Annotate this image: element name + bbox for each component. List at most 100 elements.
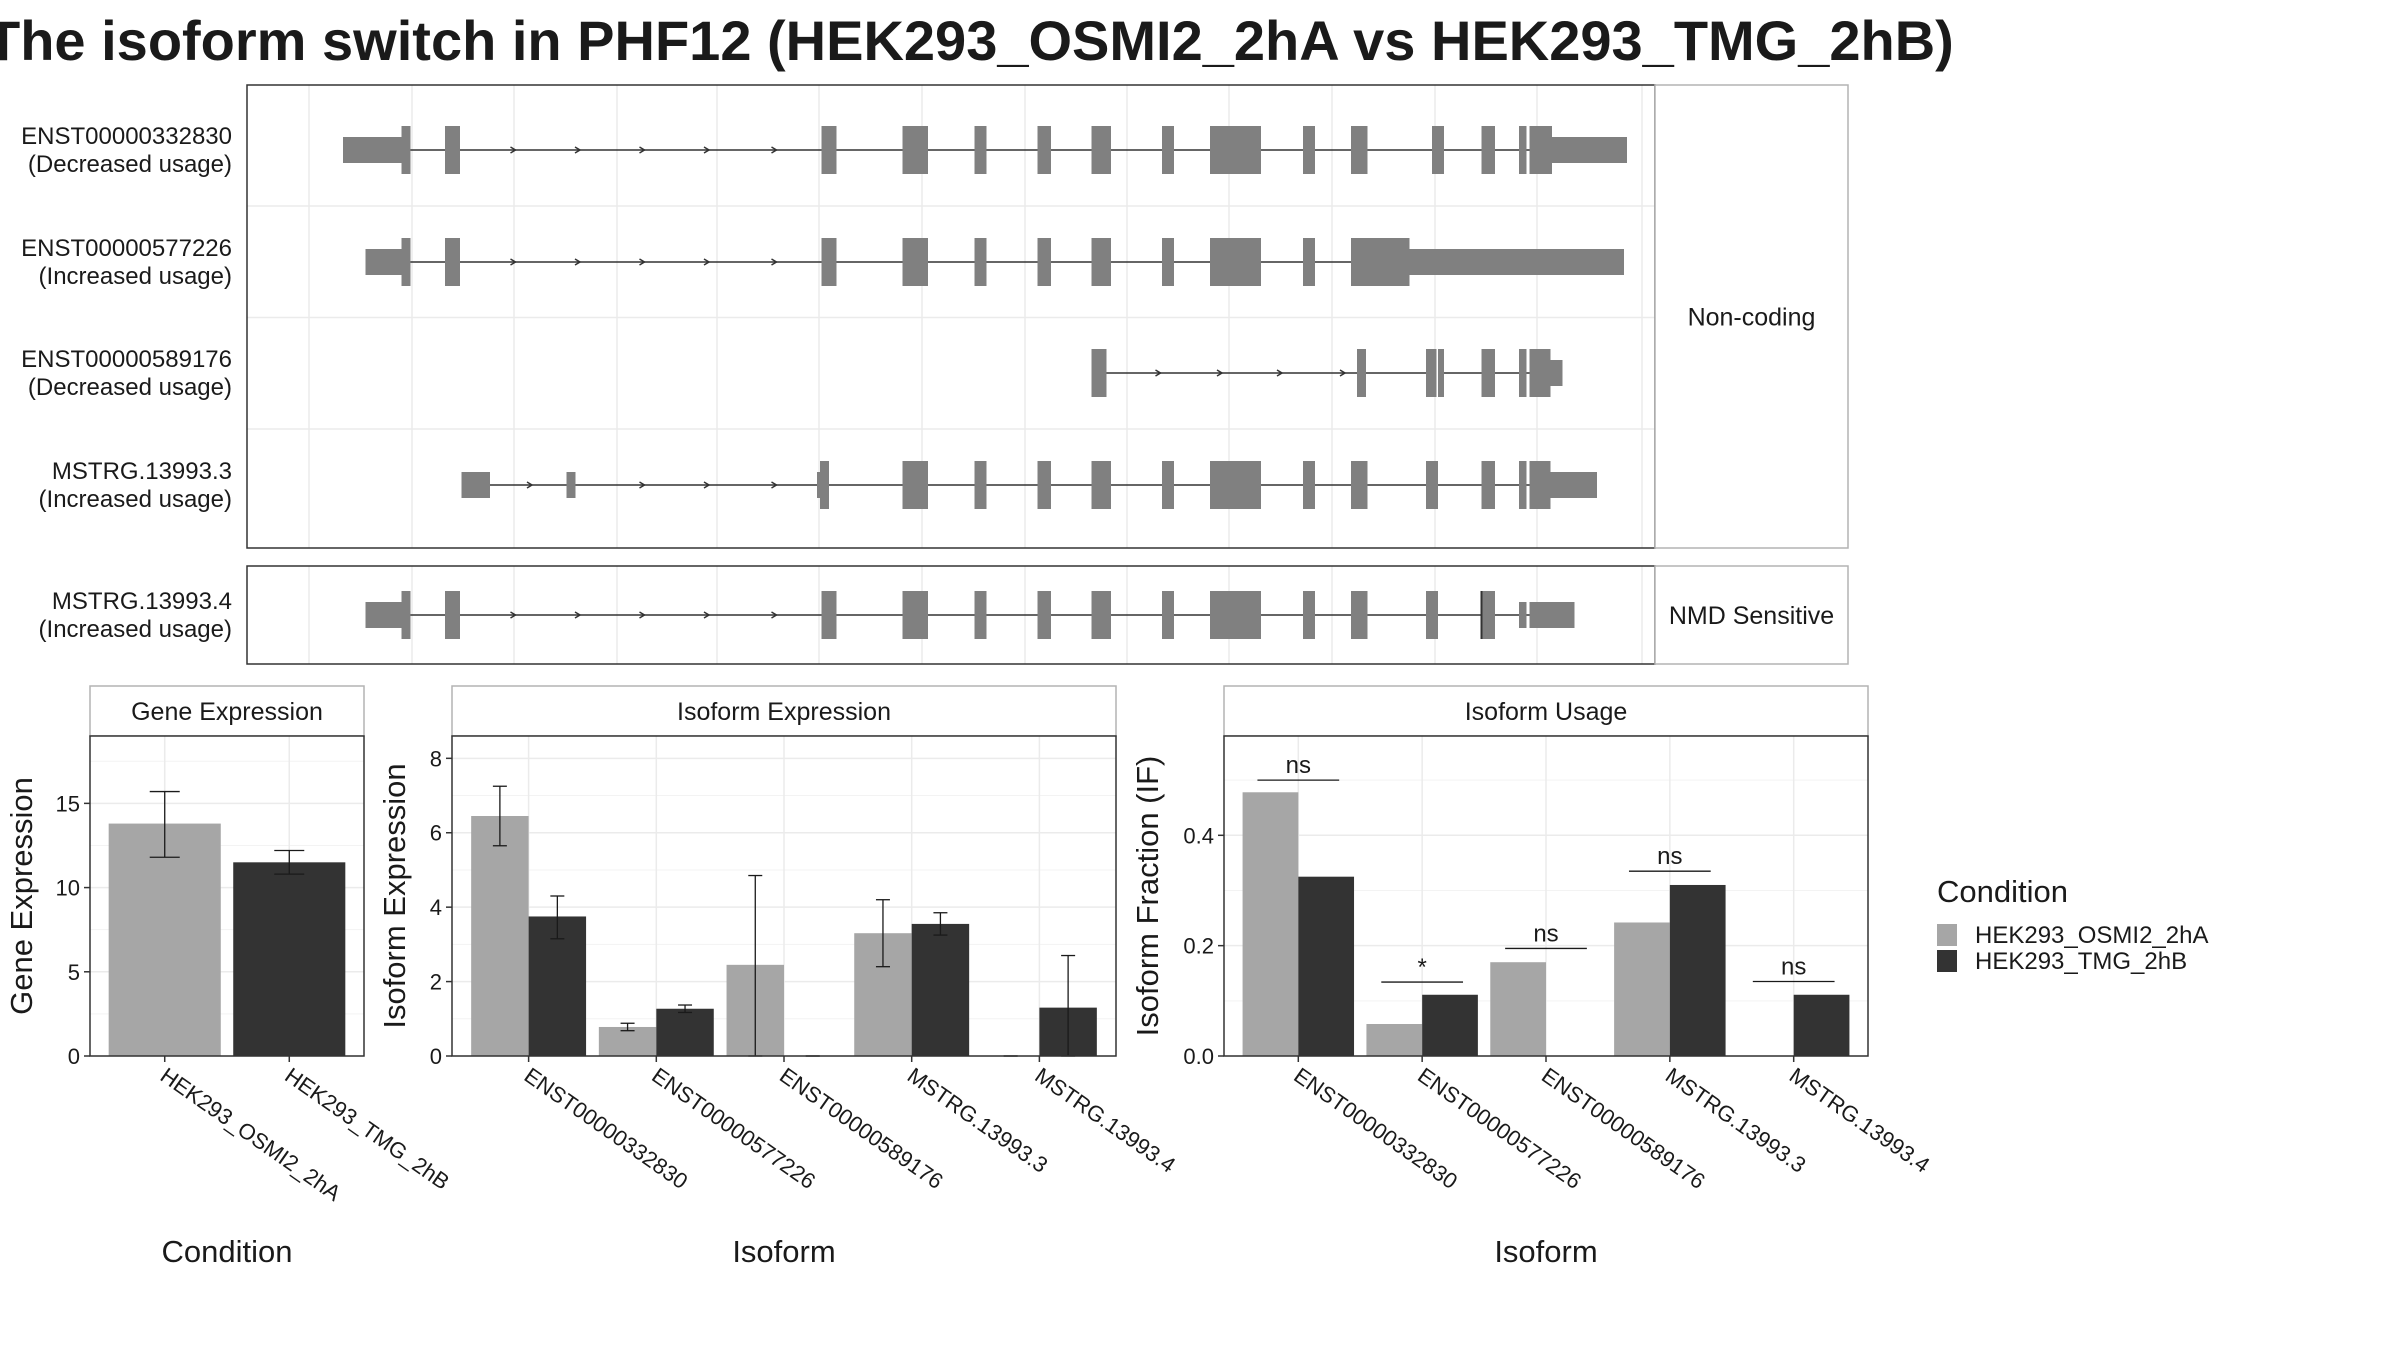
coding-exon (974, 126, 987, 174)
strand-arrow (1339, 369, 1347, 377)
coding-exon (1519, 461, 1527, 509)
coding-exon (1351, 591, 1368, 639)
coding-exon (902, 461, 928, 509)
transcript-row: ENST00000577226(Increased usage) (21, 235, 1624, 290)
transcript-row: ENST00000332830(Decreased usage) (21, 123, 1627, 178)
coding-exon (1351, 461, 1368, 509)
utr-exon (1529, 602, 1575, 628)
coding-exon (902, 126, 928, 174)
coding-exon (1351, 126, 1368, 174)
y-tick-label: 6 (430, 821, 442, 846)
coding-exon (1091, 349, 1107, 397)
strand-arrow (526, 481, 534, 489)
utr-exon (1409, 249, 1624, 275)
strand-arrow (771, 611, 778, 619)
y-axis-title: Isoform Expression (377, 763, 412, 1028)
transcript-group: ENST00000332830(Decreased usage)ENST0000… (21, 84, 1849, 549)
strand-arrow (771, 146, 778, 154)
significance-label: * (1417, 954, 1426, 981)
coding-exon (1481, 126, 1495, 174)
transcript-id: ENST00000589176 (21, 346, 232, 373)
transcript-row: ENST00000589176(Decreased usage) (21, 346, 1563, 401)
transcript-id: ENST00000332830 (21, 123, 232, 150)
bar (1669, 884, 1726, 1056)
transcript-id: MSTRG.13993.3 (52, 458, 232, 485)
bar (1422, 994, 1478, 1056)
bar (471, 816, 529, 1056)
utr-exon (817, 472, 820, 498)
strand-arrow (510, 146, 517, 154)
coding-exon (1438, 349, 1444, 397)
strand-arrow (510, 258, 517, 266)
coding-exon (1519, 349, 1527, 397)
coding-exon (1162, 591, 1174, 639)
strand-arrow (574, 258, 582, 266)
utr-exon (1552, 137, 1627, 163)
coding-exon (1091, 126, 1111, 174)
strand-arrow (639, 146, 646, 154)
coding-exon (401, 126, 411, 174)
transcript-status: (Increased usage) (39, 616, 232, 643)
coding-exon (1432, 126, 1444, 174)
coding-exon (820, 461, 829, 509)
transcript-id: MSTRG.13993.4 (52, 588, 232, 615)
y-axis-title: Gene Expression (4, 777, 39, 1015)
coding-exon (1519, 126, 1527, 174)
coding-exon (821, 238, 837, 286)
strand-arrow (771, 481, 778, 489)
x-axis-title: Isoform (1494, 1234, 1597, 1269)
coding-exon (1529, 349, 1551, 397)
strand-arrow (639, 611, 646, 619)
legend-swatch (1937, 950, 1957, 972)
coding-exon (902, 238, 928, 286)
utr-exon (566, 472, 576, 498)
coding-exon (1426, 349, 1437, 397)
coding-exon (974, 238, 987, 286)
strand-arrow (703, 258, 711, 266)
bar (1242, 792, 1299, 1056)
coding-exon (1303, 461, 1315, 509)
coding-exon (1303, 126, 1315, 174)
bar (598, 1026, 657, 1056)
strand-arrow (510, 611, 517, 619)
coding-exon (1091, 238, 1111, 286)
legend-label: HEK293_TMG_2hB (1975, 948, 2187, 975)
utr-exon (365, 602, 402, 628)
transcript-status: (Decreased usage) (28, 374, 232, 401)
transcript-status: (Decreased usage) (28, 151, 232, 178)
coding-exon (1357, 349, 1366, 397)
bar (1614, 922, 1670, 1056)
coding-exon (401, 238, 411, 286)
significance-label: ns (1657, 843, 1682, 870)
strand-arrow (1276, 369, 1284, 377)
coding-exon (1210, 461, 1261, 509)
strand-arrow (1216, 369, 1224, 377)
utr-exon (1550, 360, 1563, 386)
legend-swatch (1937, 924, 1957, 946)
coding-exon (1037, 461, 1051, 509)
coding-exon (821, 591, 837, 639)
y-tick-label: 2 (430, 970, 442, 995)
utr-exon (461, 472, 490, 498)
figure-title: The isoform switch in PHF12 (HEK293_OSMI… (0, 9, 1954, 72)
coding-exon (1426, 591, 1438, 639)
legend-label: HEK293_OSMI2_2hA (1975, 922, 2208, 949)
transcript-status: (Increased usage) (39, 486, 232, 513)
x-tick-label: MSTRG.13993.4 (1031, 1063, 1181, 1178)
transcript-status: (Increased usage) (39, 263, 232, 290)
strand-arrow (639, 481, 646, 489)
facet-strip-label: NMD Sensitive (1669, 602, 1834, 630)
coding-exon (1091, 591, 1111, 639)
bar (528, 916, 587, 1056)
panel-border (89, 735, 365, 1057)
coding-exon (1210, 126, 1261, 174)
coding-exon (1529, 126, 1552, 174)
coding-exon (1351, 238, 1368, 286)
transcript-group: MSTRG.13993.4(Increased usage) NMD Sensit… (39, 565, 1849, 665)
coding-exon (1091, 461, 1111, 509)
coding-exon (1037, 591, 1051, 639)
coding-exon (1303, 238, 1315, 286)
transcript-row: MSTRG.13993.3(Increased usage) (39, 458, 1597, 513)
strand-arrow (703, 481, 711, 489)
legend-title: Condition (1937, 874, 2068, 909)
